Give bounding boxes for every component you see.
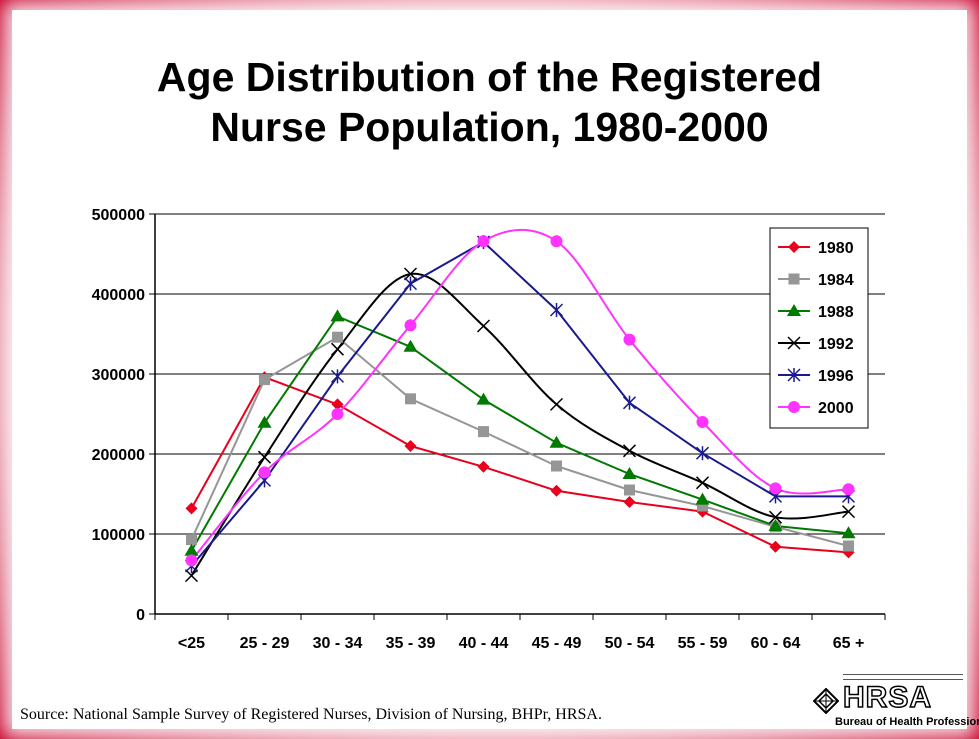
data-point-1996: [622, 395, 637, 410]
x-tick-label: 65 +: [833, 635, 865, 652]
data-point-2000: [696, 416, 709, 428]
x-tick-label: 30 - 34: [313, 635, 363, 652]
data-point-1988: [695, 492, 710, 505]
chart-title-line-1: Age Distribution of the Registered: [156, 54, 823, 100]
logo-wordmark: HRSA: [842, 680, 933, 715]
data-point-1992: [330, 342, 345, 356]
legend-marker-1996: [787, 368, 801, 382]
x-tick-label: 50 - 54: [605, 635, 655, 652]
data-point-1988: [403, 339, 418, 352]
chart-title: Age Distribution of the Registered Nurse…: [0, 52, 979, 152]
y-tick-label: 500000: [92, 207, 145, 224]
x-tick-label: 60 - 64: [751, 635, 801, 652]
data-point-1980: [550, 484, 563, 497]
y-tick-label: 200000: [92, 447, 145, 464]
data-point-1996: [549, 303, 564, 317]
legend-marker-1988: [787, 304, 801, 316]
legend-label: 1988: [818, 304, 854, 321]
data-point-1996: [403, 276, 418, 291]
data-point-2000: [550, 235, 563, 248]
series-line-1988: [190, 315, 849, 552]
data-point-1984: [186, 534, 197, 546]
data-point-1988: [768, 519, 783, 531]
legend-marker-2000: [788, 401, 800, 413]
data-point-2000: [769, 482, 782, 495]
hrsa-logo: HRSA Bureau of Health Professions: [807, 672, 979, 732]
y-tick-label: 400000: [92, 287, 145, 304]
x-tick-label: 55 - 59: [678, 635, 728, 652]
data-point-1992: [403, 267, 418, 281]
data-point-1984: [843, 540, 854, 552]
data-point-1992: [257, 450, 272, 464]
data-point-1996: [330, 369, 345, 384]
data-point-2000: [331, 408, 344, 420]
logo-rule: [843, 674, 963, 680]
series-line-1996: [190, 241, 849, 567]
data-point-1988: [257, 415, 272, 428]
data-point-1984: [697, 500, 708, 512]
data-point-1988: [476, 392, 491, 405]
data-point-1992: [768, 510, 783, 524]
data-point-1984: [405, 393, 416, 405]
legend-label: 1996: [818, 368, 854, 385]
data-point-2000: [623, 333, 636, 346]
data-point-2000: [258, 466, 271, 479]
data-point-1992: [695, 476, 710, 490]
data-point-1992: [622, 444, 637, 458]
x-tick-label: 25 - 29: [240, 635, 290, 652]
data-point-1980: [477, 460, 490, 473]
data-point-1992: [476, 319, 491, 333]
plot-area: [155, 214, 885, 614]
legend-marker-1992: [787, 336, 801, 350]
data-point-1992: [184, 569, 199, 583]
data-point-1988: [184, 543, 199, 556]
data-point-1988: [549, 435, 564, 448]
legend-label: 1992: [818, 336, 854, 353]
x-tick-label: 40 - 44: [459, 635, 509, 652]
data-point-1988: [622, 467, 637, 479]
data-point-1980: [623, 496, 636, 508]
legend-marker-1980: [788, 241, 800, 253]
legend-label: 2000: [818, 400, 854, 417]
hrsa-emblem-icon: [813, 688, 839, 714]
source-note: Source: National Sample Survey of Regist…: [20, 706, 602, 723]
chart-title-line-2: Nurse Population, 1980-2000: [210, 104, 769, 150]
x-tick-label: 45 - 49: [532, 635, 582, 652]
data-point-2000: [185, 554, 198, 567]
data-point-1984: [259, 374, 270, 386]
series-line-1984: [190, 336, 849, 547]
data-point-1992: [841, 505, 856, 519]
logo-subtitle: Bureau of Health Professions: [835, 716, 979, 728]
series-line-2000: [190, 228, 849, 562]
data-point-1980: [404, 440, 417, 452]
y-tick-label: 300000: [92, 367, 145, 384]
x-tick-label: <25: [178, 635, 205, 652]
series-line-1980: [190, 376, 849, 554]
data-point-1980: [769, 540, 782, 553]
data-point-2000: [404, 319, 417, 332]
x-tick-label: 35 - 39: [386, 635, 436, 652]
legend-label: 1984: [818, 272, 854, 289]
series-line-1992: [190, 272, 849, 577]
data-point-1980: [331, 398, 344, 411]
data-point-1984: [332, 331, 343, 343]
data-point-1984: [624, 484, 635, 496]
data-point-1988: [330, 309, 345, 322]
data-point-2000: [842, 483, 855, 496]
data-point-1980: [185, 502, 198, 515]
data-point-1988: [841, 526, 856, 539]
data-point-1996: [695, 446, 710, 461]
data-point-1984: [551, 460, 562, 472]
data-point-1984: [478, 426, 489, 438]
legend-box: [769, 227, 869, 429]
data-point-2000: [477, 235, 490, 248]
legend-label: 1980: [818, 240, 854, 257]
y-tick-label: 0: [136, 607, 145, 624]
legend-marker-1984: [788, 273, 800, 285]
data-point-1992: [549, 397, 564, 411]
y-tick-label: 100000: [92, 527, 145, 544]
